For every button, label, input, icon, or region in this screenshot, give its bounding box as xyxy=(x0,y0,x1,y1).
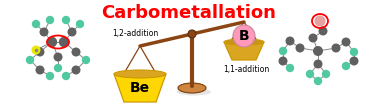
Circle shape xyxy=(341,38,350,46)
Circle shape xyxy=(296,43,305,53)
Circle shape xyxy=(59,37,69,47)
Text: 1,2-addition: 1,2-addition xyxy=(112,29,158,38)
Circle shape xyxy=(62,72,70,80)
Circle shape xyxy=(46,16,54,24)
Circle shape xyxy=(314,15,325,27)
Circle shape xyxy=(350,56,358,66)
Circle shape xyxy=(54,64,62,72)
Circle shape xyxy=(285,37,294,46)
Circle shape xyxy=(39,27,48,37)
Circle shape xyxy=(68,27,76,37)
Circle shape xyxy=(306,70,314,78)
Circle shape xyxy=(279,56,288,66)
Circle shape xyxy=(76,20,84,28)
Circle shape xyxy=(32,20,40,28)
Circle shape xyxy=(308,33,318,43)
Circle shape xyxy=(319,27,327,35)
Circle shape xyxy=(286,64,294,72)
Circle shape xyxy=(188,30,196,38)
Text: Carbometallation: Carbometallation xyxy=(102,4,276,22)
Text: Be: Be xyxy=(130,81,150,95)
Circle shape xyxy=(313,59,322,69)
Ellipse shape xyxy=(177,89,211,95)
Circle shape xyxy=(82,56,90,64)
Circle shape xyxy=(350,48,358,56)
Circle shape xyxy=(332,43,341,53)
Ellipse shape xyxy=(114,70,166,78)
Circle shape xyxy=(71,66,81,74)
Circle shape xyxy=(36,48,45,56)
Circle shape xyxy=(279,47,287,55)
Circle shape xyxy=(47,37,57,47)
Circle shape xyxy=(54,53,62,61)
Circle shape xyxy=(233,25,255,47)
Polygon shape xyxy=(114,74,166,102)
Circle shape xyxy=(62,16,70,24)
Ellipse shape xyxy=(224,39,264,45)
Circle shape xyxy=(31,46,40,54)
Text: B: B xyxy=(239,29,249,43)
Circle shape xyxy=(342,62,350,70)
Circle shape xyxy=(26,56,34,64)
Ellipse shape xyxy=(178,83,206,93)
Text: 1,1-addition: 1,1-addition xyxy=(223,65,269,74)
Circle shape xyxy=(322,70,330,78)
Polygon shape xyxy=(224,42,264,60)
Circle shape xyxy=(313,46,323,56)
Circle shape xyxy=(36,66,45,74)
Circle shape xyxy=(314,77,322,85)
Circle shape xyxy=(46,72,54,80)
Circle shape xyxy=(71,48,81,56)
